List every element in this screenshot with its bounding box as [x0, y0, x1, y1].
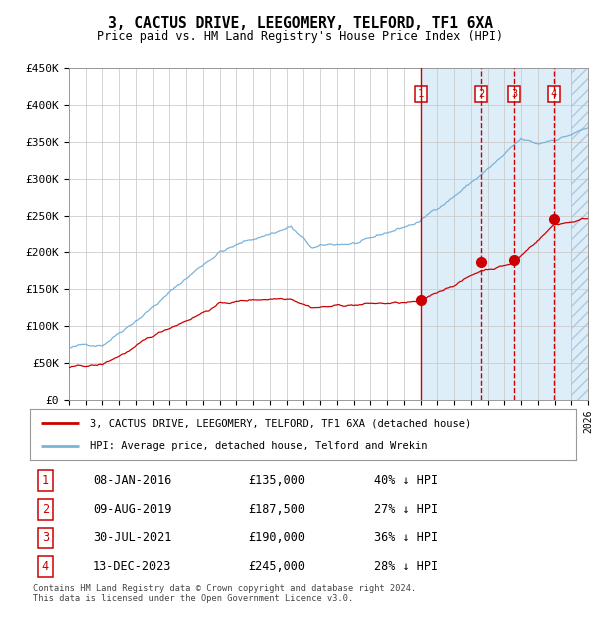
- Text: 4: 4: [551, 89, 557, 99]
- Text: Price paid vs. HM Land Registry's House Price Index (HPI): Price paid vs. HM Land Registry's House …: [97, 30, 503, 43]
- Text: 36% ↓ HPI: 36% ↓ HPI: [374, 531, 438, 544]
- Text: 2: 2: [478, 89, 484, 99]
- Text: 4: 4: [42, 560, 49, 573]
- Text: £135,000: £135,000: [248, 474, 305, 487]
- Text: 09-AUG-2019: 09-AUG-2019: [93, 503, 171, 516]
- Text: 3: 3: [511, 89, 517, 99]
- Text: 2: 2: [42, 503, 49, 516]
- Text: 13-DEC-2023: 13-DEC-2023: [93, 560, 171, 573]
- Text: 1: 1: [418, 89, 424, 99]
- Text: 28% ↓ HPI: 28% ↓ HPI: [374, 560, 438, 573]
- Bar: [571, 68, 588, 400]
- Text: £245,000: £245,000: [248, 560, 305, 573]
- Text: 1: 1: [42, 474, 49, 487]
- Text: 40% ↓ HPI: 40% ↓ HPI: [374, 474, 438, 487]
- Text: 30-JUL-2021: 30-JUL-2021: [93, 531, 171, 544]
- Text: 27% ↓ HPI: 27% ↓ HPI: [374, 503, 438, 516]
- Text: £187,500: £187,500: [248, 503, 305, 516]
- Text: 3, CACTUS DRIVE, LEEGOMERY, TELFORD, TF1 6XA (detached house): 3, CACTUS DRIVE, LEEGOMERY, TELFORD, TF1…: [90, 418, 472, 428]
- Text: 3: 3: [42, 531, 49, 544]
- Text: Contains HM Land Registry data © Crown copyright and database right 2024.
This d: Contains HM Land Registry data © Crown c…: [33, 584, 416, 603]
- Text: HPI: Average price, detached house, Telford and Wrekin: HPI: Average price, detached house, Telf…: [90, 441, 428, 451]
- Text: £190,000: £190,000: [248, 531, 305, 544]
- Text: 3, CACTUS DRIVE, LEEGOMERY, TELFORD, TF1 6XA: 3, CACTUS DRIVE, LEEGOMERY, TELFORD, TF1…: [107, 16, 493, 30]
- Text: 08-JAN-2016: 08-JAN-2016: [93, 474, 171, 487]
- Bar: [421, 68, 588, 400]
